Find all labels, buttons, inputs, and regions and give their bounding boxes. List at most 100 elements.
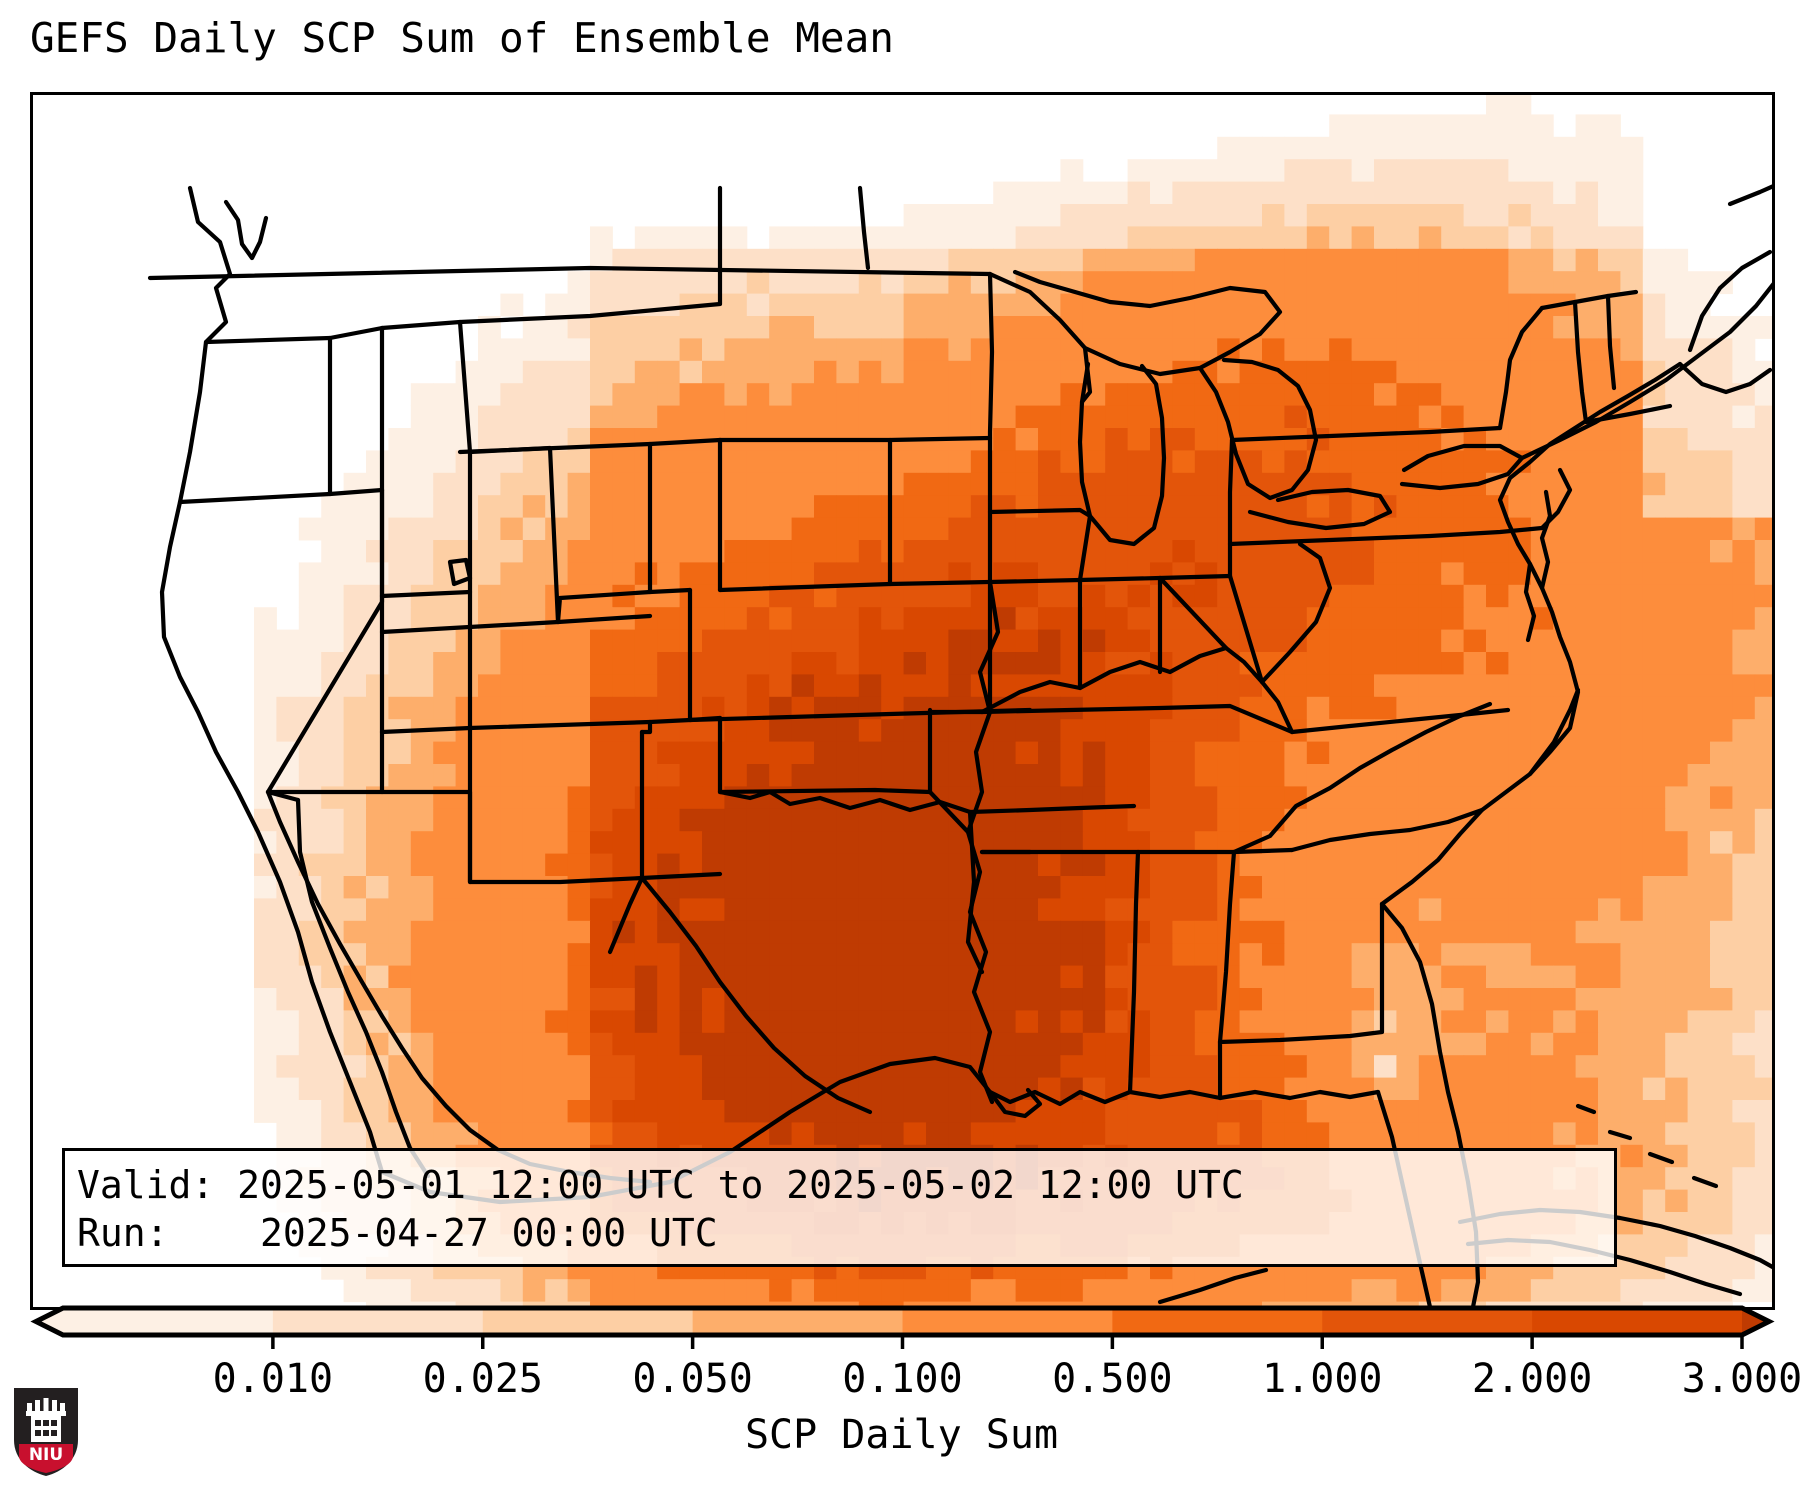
scp-grid-cell: [1217, 293, 1241, 317]
scp-grid-cell: [298, 652, 322, 675]
scp-grid-cell: [814, 853, 837, 877]
scp-grid-cell: [1396, 652, 1420, 675]
scp-grid-cell: [1217, 204, 1241, 227]
geo-outline-path: [555, 613, 653, 625]
scp-grid-cell: [679, 808, 703, 832]
scp-grid-cell: [1306, 1055, 1330, 1079]
scp-grid-cell: [1015, 495, 1039, 519]
scp-grid-cell: [1105, 719, 1129, 743]
colorbar[interactable]: [30, 1300, 1775, 1356]
scp-grid-cell: [1127, 584, 1151, 608]
scp-grid-cell: [746, 876, 770, 899]
scp-grid-cell: [903, 204, 927, 227]
scp-grid-cell: [1038, 876, 1061, 899]
scp-grid-cell: [1082, 808, 1106, 832]
scp-grid-cell: [1687, 271, 1711, 295]
scp-grid-cell: [1553, 898, 1577, 922]
scp-grid-cell: [388, 652, 412, 675]
colorbar-under-arrow: [36, 1308, 63, 1335]
scp-grid-cell: [1127, 674, 1151, 698]
scp-grid-cell: [1530, 674, 1554, 698]
scp-grid-cell: [1530, 1279, 1554, 1303]
colorbar-svg[interactable]: [30, 1300, 1775, 1356]
scp-grid-cell: [612, 876, 636, 899]
scp-grid-cell: [1329, 674, 1353, 698]
scp-grid-cell: [881, 607, 905, 631]
scp-grid-cell: [791, 1301, 815, 1307]
map-plot[interactable]: [30, 92, 1775, 1310]
scp-grid-cell: [1284, 943, 1308, 967]
scp-grid-cell: [1598, 540, 1621, 563]
scp-grid-cell: [1239, 450, 1263, 474]
scp-grid-cell: [1351, 629, 1375, 653]
scp-grid-cell: [1329, 495, 1353, 519]
scp-grid-cell: [1329, 540, 1353, 563]
scp-grid-cell: [1217, 1122, 1241, 1146]
scp-grid-cell: [1732, 652, 1756, 675]
scp-grid-cell: [926, 204, 949, 227]
scp-grid-cell: [1329, 562, 1353, 586]
scp-grid-cell: [455, 741, 479, 765]
scp-grid-cell: [500, 719, 524, 743]
scp-grid-cell: [948, 1279, 972, 1303]
scp-grid-cell: [410, 517, 434, 541]
scp-grid-cell: [858, 405, 882, 429]
scp-grid-cell: [455, 495, 479, 519]
scp-grid-cell: [970, 808, 994, 832]
scp-grid-cell: [1306, 741, 1330, 765]
scp-grid-cell: [254, 1032, 277, 1056]
scp-grid-cell: [1060, 898, 1084, 922]
scp-grid-cell: [1754, 853, 1772, 877]
scp-grid-cell: [657, 1122, 681, 1146]
niu-logo[interactable]: NIU: [12, 1386, 80, 1478]
scp-grid-cell: [1620, 831, 1644, 855]
scp-grid-cell: [1486, 696, 1509, 720]
scp-grid-cell: [567, 988, 591, 1011]
scp-grid-cell: [1620, 988, 1644, 1011]
scp-grid-cell: [522, 1301, 546, 1307]
scp-grid-cell: [1486, 607, 1509, 631]
scp-grid-cell: [1374, 696, 1397, 720]
scp-grid-cell: [1598, 719, 1621, 743]
scp-grid-cell: [1082, 629, 1106, 653]
scp-grid-cell: [1665, 1100, 1689, 1123]
scp-grid-cell: [1463, 1077, 1487, 1101]
scp-grid-cell: [1239, 920, 1263, 944]
scp-grid-cell: [1530, 1032, 1554, 1056]
scp-grid-cell: [1239, 943, 1263, 967]
scp-grid-cell: [1105, 965, 1129, 989]
scp-grid-cell: [410, 562, 434, 586]
scp-grid-cell: [1194, 562, 1218, 586]
scp-grid-cell: [500, 383, 524, 407]
scp-grid-cell: [903, 920, 927, 944]
scp-grid-cell: [1217, 786, 1241, 810]
scp-grid-cell: [1127, 495, 1151, 519]
scp-grid-cell: [769, 898, 793, 922]
scp-grid-cell: [298, 1010, 322, 1034]
scp-grid-cell: [1284, 1122, 1308, 1146]
scp-grid-cell: [1530, 786, 1554, 810]
scp-grid-cell: [500, 450, 524, 474]
scp-grid-cell: [388, 674, 412, 698]
scp-grid-cell: [1329, 383, 1353, 407]
scp-grid-cell: [1665, 428, 1689, 451]
scp-grid-cell: [590, 808, 613, 832]
scp-grid-cell: [657, 428, 681, 451]
scp-grid-cell: [254, 696, 277, 720]
map-axes[interactable]: [30, 92, 1775, 1310]
scp-grid-cell: [1418, 293, 1442, 317]
scp-grid-cell: [746, 562, 770, 586]
scp-grid-cell: [1598, 248, 1621, 272]
scp-grid-cell: [926, 1301, 949, 1307]
scp-grid-cell: [1127, 965, 1151, 989]
scp-grid-cell: [1262, 383, 1285, 407]
scp-grid-cell: [545, 405, 569, 429]
scp-grid-cell: [791, 226, 815, 250]
scp-grid-cell: [1374, 204, 1397, 227]
scp-grid-cell: [1710, 831, 1733, 855]
scp-grid-cell: [881, 1279, 905, 1303]
scp-grid-cell: [836, 360, 860, 384]
geo-outline-path: [1227, 573, 1265, 685]
scp-grid-cell: [1306, 1010, 1330, 1034]
scp-grid-cell: [1665, 517, 1689, 541]
